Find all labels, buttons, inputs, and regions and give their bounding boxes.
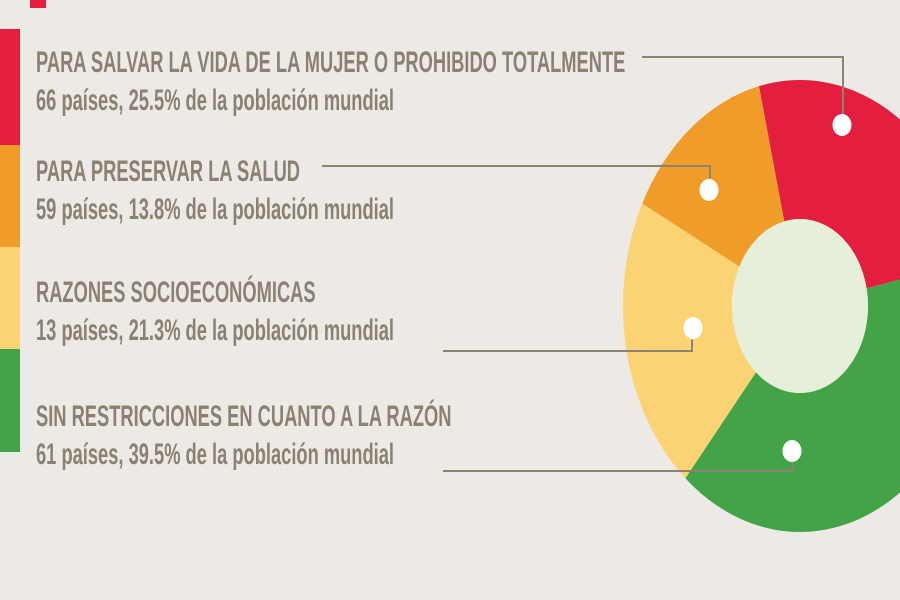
callout-dot-prohibited (832, 114, 852, 136)
legend-detail-socioeconomic: 13 países, 21.3% de la población mundial (36, 314, 394, 347)
legend-title-health: PARA PRESERVAR LA SALUD (36, 155, 301, 188)
callout-line-health (322, 165, 711, 179)
pie-slice-health (642, 86, 785, 267)
legend-detail-health: 59 países, 13.8% de la población mundial (36, 193, 394, 226)
legend-color-bar-no-restriction (0, 349, 20, 452)
pie-slice-socioeconomic (623, 203, 756, 479)
callout-dot-no-restriction (782, 440, 802, 462)
donut-hole (732, 219, 868, 393)
legend-detail-prohibited: 66 países, 25.5% de la población mundial (36, 84, 394, 117)
legend-title-no-restriction: SIN RESTRICCIONES EN CUANTO A LA RAZÓN (36, 400, 452, 433)
callout-dot-socioeconomic (683, 317, 703, 339)
pie-slice-prohibited (758, 80, 900, 289)
callout-dot-health (699, 179, 719, 201)
top-edge-accent-mark (30, 0, 46, 8)
legend-color-bar-health (0, 145, 20, 247)
legend-title-socioeconomic: RAZONES SOCIOECONÓMICAS (36, 276, 316, 309)
legend-color-bar-prohibited (0, 29, 20, 145)
legend-title-prohibited: PARA SALVAR LA VIDA DE LA MUJER O PROHIB… (36, 46, 626, 79)
callout-line-prohibited (642, 56, 844, 115)
callout-line-no-restriction (443, 462, 794, 472)
callout-line-socioeconomic (443, 339, 693, 352)
legend-color-bar-socioeconomic (0, 247, 20, 349)
legend-detail-no-restriction: 61 países, 39.5% de la población mundial (36, 438, 394, 471)
pie-slice-no-restriction (685, 279, 900, 532)
